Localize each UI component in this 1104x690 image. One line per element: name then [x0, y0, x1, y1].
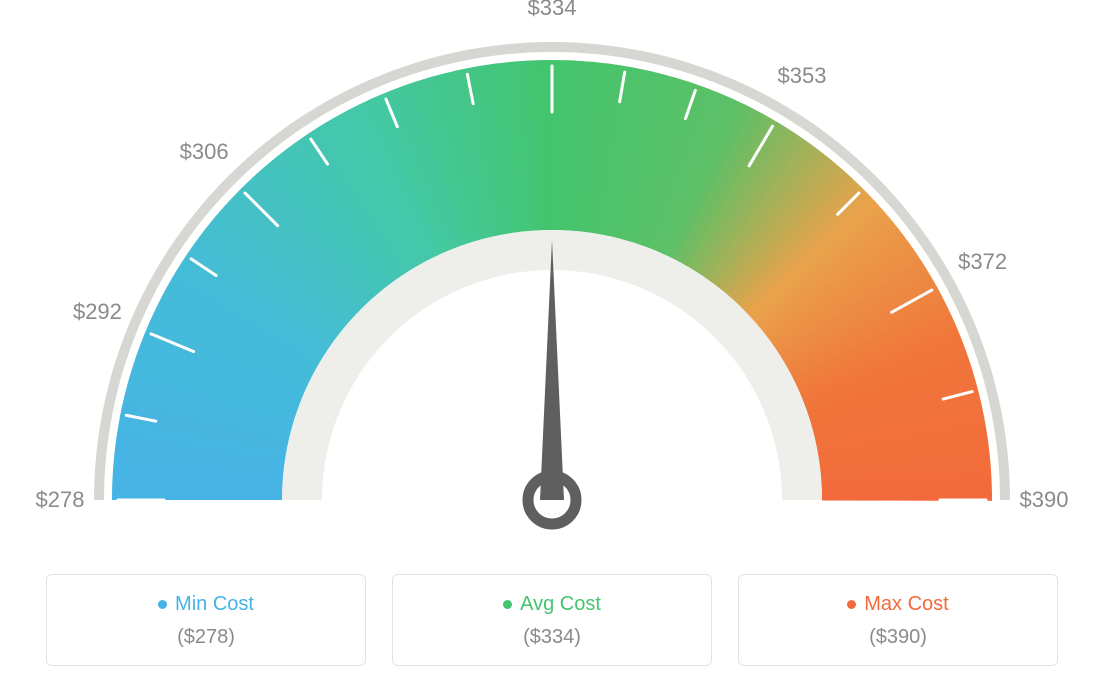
- gauge-tick-label: $292: [73, 299, 122, 325]
- legend-value-avg: ($334): [403, 626, 701, 649]
- gauge-tick-label: $372: [958, 249, 1007, 275]
- gauge-tick-label: $278: [36, 487, 85, 513]
- legend-title-avg-text: Avg Cost: [520, 593, 601, 616]
- gauge-tick-label: $334: [528, 0, 577, 21]
- legend-value-max: ($390): [749, 626, 1047, 649]
- legend-card-avg: Avg Cost ($334): [392, 574, 712, 666]
- gauge-svg: [22, 0, 1082, 560]
- legend-value-min: ($278): [57, 626, 355, 649]
- legend-dot-avg: [503, 600, 512, 609]
- gauge-needle: [540, 240, 564, 500]
- legend-title-max-text: Max Cost: [864, 593, 948, 616]
- legend-title-min-text: Min Cost: [175, 593, 254, 616]
- legend-dot-min: [158, 600, 167, 609]
- legend-title-max: Max Cost: [847, 593, 948, 616]
- legend-dot-max: [847, 600, 856, 609]
- legend-title-avg: Avg Cost: [503, 593, 601, 616]
- gauge-tick-label: $390: [1020, 487, 1069, 513]
- legend-card-max: Max Cost ($390): [738, 574, 1058, 666]
- legend-title-min: Min Cost: [158, 593, 254, 616]
- cost-gauge-chart: $278 $292 $306 $334 $353 $372 $390: [22, 0, 1082, 560]
- legend-card-min: Min Cost ($278): [46, 574, 366, 666]
- gauge-tick-label: $353: [777, 63, 826, 89]
- legend-row: Min Cost ($278) Avg Cost ($334) Max Cost…: [46, 574, 1058, 666]
- gauge-tick-label: $306: [180, 139, 229, 165]
